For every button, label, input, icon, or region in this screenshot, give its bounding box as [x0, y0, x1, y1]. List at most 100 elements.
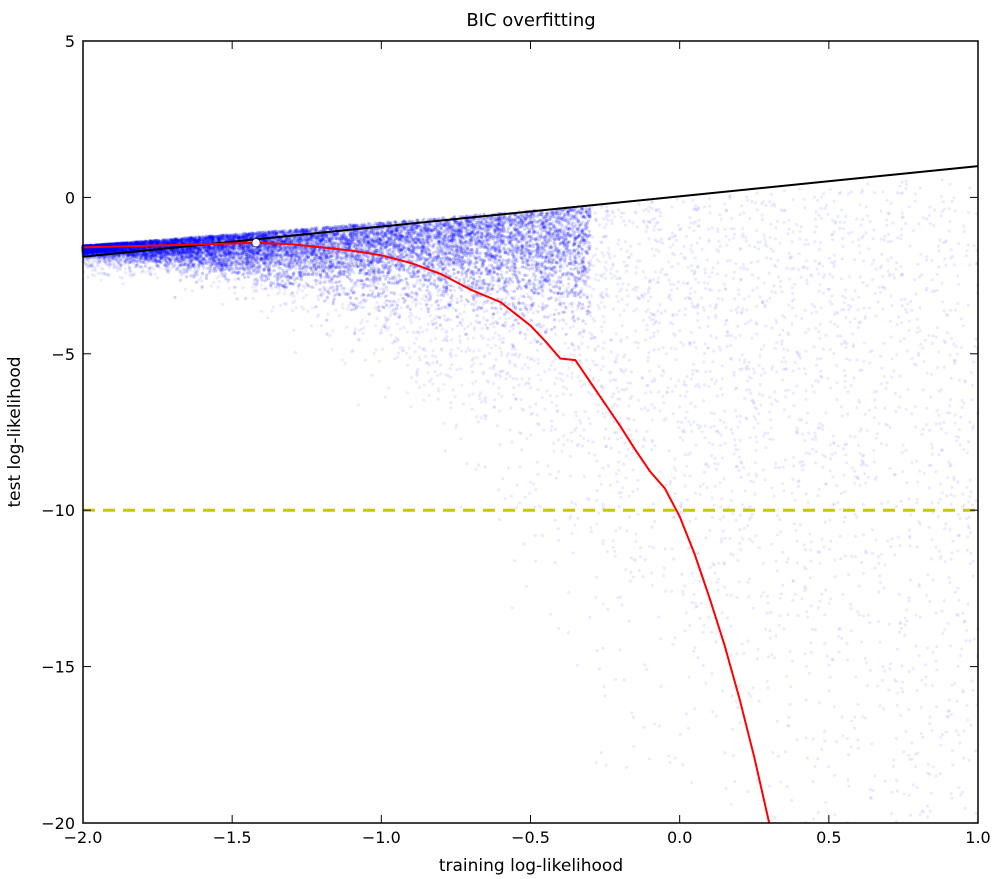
scatter-point: [350, 308, 354, 312]
scatter-point: [340, 251, 344, 256]
scatter-point: [460, 288, 464, 292]
scatter-point: [269, 280, 273, 285]
scatter-point: [393, 227, 397, 231]
scatter-point: [206, 236, 210, 240]
scatter-point: [378, 238, 383, 242]
scatter-point: [318, 248, 322, 252]
scatter-point: [278, 266, 282, 270]
scatter-point: [469, 240, 473, 244]
scatter-point: [550, 327, 554, 331]
scatter-point: [170, 238, 174, 242]
scatter-point: [515, 245, 519, 249]
scatter-point: [144, 255, 148, 259]
scatter-point: [212, 238, 216, 242]
scatter-point: [270, 246, 274, 251]
scatter-point: [213, 252, 217, 256]
scatter-point: [516, 321, 521, 326]
scatter-point: [273, 247, 277, 251]
scatter-point: [263, 233, 267, 237]
scatter-point: [411, 251, 415, 255]
scatter-point: [510, 280, 515, 284]
scatter-point: [585, 227, 589, 231]
scatter-point: [395, 228, 399, 232]
scatter-point: [388, 221, 392, 225]
scatter-point: [107, 256, 112, 260]
scatter-point: [98, 248, 102, 252]
scatter-point: [285, 269, 289, 273]
scatter-point: [577, 254, 581, 259]
scatter-point: [178, 278, 182, 282]
scatter-point: [262, 261, 266, 265]
scatter-point: [499, 307, 503, 311]
scatter-point: [508, 214, 512, 219]
scatter-point: [262, 268, 266, 273]
scatter-point: [543, 315, 547, 319]
scatter-point: [154, 238, 158, 242]
scatter-point: [283, 238, 288, 242]
scatter-point: [509, 278, 513, 282]
scatter-point: [361, 239, 365, 243]
scatter-point: [479, 306, 483, 310]
scatter-point: [208, 253, 212, 257]
scatter-point: [357, 255, 361, 260]
scatter-point: [489, 245, 493, 250]
scatter-point: [390, 226, 394, 230]
scatter-point: [91, 250, 96, 254]
scatter-point: [196, 252, 200, 256]
scatter-point: [499, 230, 503, 234]
scatter-point: [470, 224, 474, 228]
scatter-point: [243, 253, 247, 257]
scatter-point: [410, 291, 414, 295]
scatter-point: [310, 235, 314, 239]
scatter-point: [306, 272, 310, 276]
scatter-point: [478, 275, 482, 279]
scatter-point: [264, 287, 268, 291]
scatter-point: [525, 266, 529, 270]
scatter-point: [171, 239, 175, 243]
scatter-point: [141, 240, 145, 244]
scatter-point: [458, 234, 462, 238]
scatter-point: [380, 256, 384, 260]
scatter-point: [272, 247, 276, 251]
scatter-point: [446, 269, 450, 273]
scatter-point: [99, 247, 103, 251]
scatter-point: [466, 279, 470, 283]
scatter-point: [170, 239, 174, 243]
scatter-point: [543, 235, 547, 240]
scatter-point: [536, 255, 540, 259]
scatter-point: [259, 248, 263, 252]
scatter-point: [163, 252, 167, 256]
scatter-point: [528, 228, 532, 232]
scatter-point: [106, 248, 110, 252]
scatter-point: [270, 252, 274, 256]
scatter-point: [493, 227, 497, 231]
scatter-point: [567, 217, 572, 221]
scatter-point: [187, 250, 191, 254]
scatter-point: [352, 244, 356, 248]
scatter-point: [507, 235, 511, 239]
scatter-point: [243, 275, 247, 279]
scatter-point: [443, 305, 447, 309]
scatter-point: [244, 248, 248, 252]
scatter-point: [425, 245, 429, 249]
scatter-point: [437, 230, 441, 234]
scatter-point: [283, 285, 287, 289]
scatter-point: [134, 247, 138, 251]
scatter-point: [258, 234, 263, 238]
scatter-point: [562, 250, 566, 254]
scatter-point: [406, 231, 410, 235]
scatter-point: [394, 230, 398, 234]
scatter-point: [419, 229, 424, 233]
scatter-point: [143, 239, 147, 244]
scatter-point: [483, 229, 487, 233]
scatter-point: [194, 238, 199, 243]
scatter-point: [439, 259, 443, 263]
scatter-point: [487, 234, 491, 238]
scatter-point: [452, 238, 456, 242]
scatter-point: [484, 267, 488, 271]
scatter-point: [157, 239, 161, 243]
scatter-point: [576, 227, 580, 231]
scatter-point: [445, 283, 449, 287]
scatter-point: [464, 275, 469, 279]
scatter-point: [454, 276, 458, 280]
